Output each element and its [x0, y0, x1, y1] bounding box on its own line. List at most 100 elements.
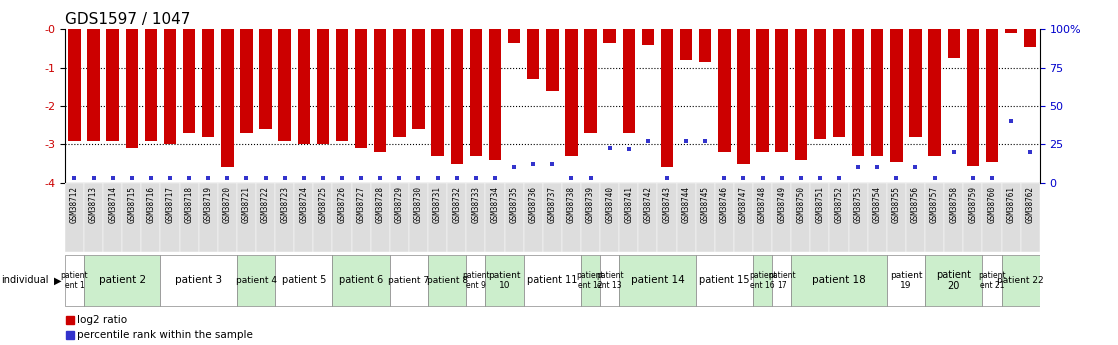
Bar	[68, 29, 80, 141]
Text: GSM38713: GSM38713	[89, 186, 98, 223]
Text: patient 7: patient 7	[388, 276, 429, 285]
Bar	[409, 183, 428, 252]
Text: GSM38718: GSM38718	[184, 186, 193, 223]
Text: GSM38753: GSM38753	[854, 186, 863, 223]
Bar	[371, 183, 390, 252]
Bar	[489, 29, 501, 160]
Bar	[623, 29, 635, 133]
Bar	[581, 183, 600, 252]
Bar	[773, 255, 792, 306]
Bar	[642, 29, 654, 45]
Bar	[466, 255, 485, 306]
Bar	[604, 29, 616, 43]
Text: GSM38740: GSM38740	[605, 186, 614, 223]
Bar	[945, 183, 964, 252]
Text: percentile rank within the sample: percentile rank within the sample	[77, 331, 253, 340]
Bar	[795, 29, 807, 160]
Bar	[776, 29, 788, 152]
Text: GSM38757: GSM38757	[930, 186, 939, 223]
Bar	[737, 29, 750, 164]
Text: patient 3: patient 3	[176, 275, 222, 285]
Bar	[84, 183, 103, 252]
Bar	[619, 183, 638, 252]
Bar	[983, 255, 1002, 306]
Text: GSM38732: GSM38732	[452, 186, 462, 223]
Bar	[451, 29, 463, 164]
Text: GSM38736: GSM38736	[529, 186, 538, 223]
Text: GSM38716: GSM38716	[146, 186, 155, 223]
Bar	[906, 183, 925, 252]
Bar	[259, 29, 272, 129]
Bar	[986, 29, 998, 162]
Bar	[84, 255, 160, 306]
Bar	[811, 183, 830, 252]
Text: GSM38747: GSM38747	[739, 186, 748, 223]
Text: GSM38745: GSM38745	[701, 186, 710, 223]
Text: GDS1597 / 1047: GDS1597 / 1047	[65, 12, 190, 27]
Text: patient
ent 13: patient ent 13	[596, 271, 624, 290]
Bar	[619, 255, 695, 306]
Bar	[680, 29, 692, 60]
Bar	[830, 183, 849, 252]
Text: GSM38746: GSM38746	[720, 186, 729, 223]
Bar	[868, 183, 887, 252]
Text: GSM38737: GSM38737	[548, 186, 557, 223]
Text: patient
19: patient 19	[890, 271, 922, 290]
Bar	[504, 183, 523, 252]
Text: GSM38750: GSM38750	[796, 186, 805, 223]
Text: patient 22: patient 22	[997, 276, 1044, 285]
Text: GSM38727: GSM38727	[357, 186, 366, 223]
Bar	[699, 29, 711, 62]
Bar	[833, 29, 845, 137]
Bar	[676, 183, 695, 252]
Bar	[351, 183, 371, 252]
Bar	[256, 183, 275, 252]
Bar	[202, 29, 215, 137]
Bar	[297, 29, 310, 145]
Text: patient
ent 21: patient ent 21	[978, 271, 1006, 290]
Bar	[447, 183, 466, 252]
Text: GSM38733: GSM38733	[472, 186, 481, 223]
Bar	[294, 183, 313, 252]
Text: GSM38731: GSM38731	[433, 186, 442, 223]
Bar	[332, 255, 390, 306]
Bar	[638, 183, 657, 252]
Text: GSM38758: GSM38758	[949, 186, 958, 223]
Text: patient
17: patient 17	[768, 271, 796, 290]
Bar	[733, 183, 754, 252]
Bar	[390, 255, 428, 306]
Bar	[754, 255, 773, 306]
Text: patient 2: patient 2	[98, 275, 145, 285]
Text: GSM38712: GSM38712	[70, 186, 79, 223]
Bar	[390, 183, 409, 252]
Text: GSM38755: GSM38755	[892, 186, 901, 223]
Bar	[871, 29, 883, 156]
Text: GSM38729: GSM38729	[395, 186, 404, 223]
Text: patient
ent 16: patient ent 16	[749, 271, 776, 290]
Bar	[428, 183, 447, 252]
Text: patient
20: patient 20	[936, 270, 972, 291]
Text: GSM38730: GSM38730	[414, 186, 423, 223]
Text: GSM38726: GSM38726	[338, 186, 347, 223]
Text: GSM38728: GSM38728	[376, 186, 385, 223]
Bar	[714, 183, 733, 252]
Text: GSM38714: GSM38714	[108, 186, 117, 223]
Bar	[523, 183, 542, 252]
Text: patient 14: patient 14	[631, 275, 684, 285]
Bar	[160, 183, 180, 252]
Text: GSM38756: GSM38756	[911, 186, 920, 223]
Bar	[65, 183, 84, 252]
Text: GSM38738: GSM38738	[567, 186, 576, 223]
Bar	[144, 29, 157, 141]
Bar	[237, 255, 275, 306]
Bar	[849, 183, 868, 252]
Text: GSM38762: GSM38762	[1025, 186, 1034, 223]
Text: patient
ent 1: patient ent 1	[60, 271, 88, 290]
Bar	[546, 29, 559, 91]
Text: GSM38761: GSM38761	[1006, 186, 1015, 223]
Bar	[413, 29, 425, 129]
Bar	[180, 183, 199, 252]
Text: GSM38749: GSM38749	[777, 186, 786, 223]
Bar	[600, 183, 619, 252]
Bar	[103, 183, 122, 252]
